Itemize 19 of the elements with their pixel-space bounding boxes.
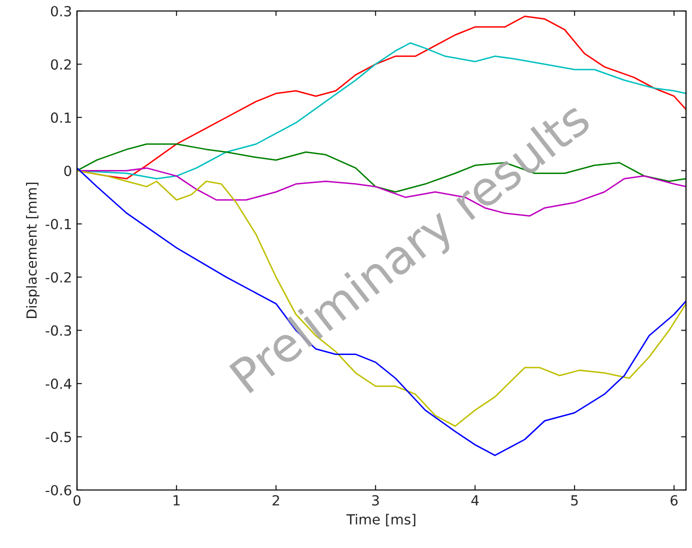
x-axis-title: Time [ms] [346, 514, 416, 526]
x-tick-label: 6 [670, 495, 678, 506]
y-tick-label: -0.2 [46, 272, 71, 283]
y-tick-label: 0 [64, 166, 72, 176]
y-tick-label: 0.3 [50, 6, 72, 16]
y-tick-label: 0.1 [50, 112, 71, 123]
y-tick-label: -0.6 [46, 484, 72, 496]
y-tick-label: -0.5 [46, 432, 71, 442]
y-tick-label: -0.4 [46, 378, 72, 390]
x-tick-label: 3 [372, 495, 379, 506]
x-tick-label: 4 [471, 495, 479, 506]
y-tick-label: -0.1 [46, 218, 71, 230]
x-tick-label: 1 [174, 495, 180, 506]
y-tick-label: 0.2 [50, 59, 71, 70]
y-axis-title: Displacement [mm] [26, 182, 40, 318]
x-tick-label: 2 [272, 495, 280, 506]
x-tick-label: 0 [73, 495, 80, 506]
x-tick-label: 5 [571, 495, 578, 506]
y-tick-label: -0.3 [46, 325, 72, 336]
